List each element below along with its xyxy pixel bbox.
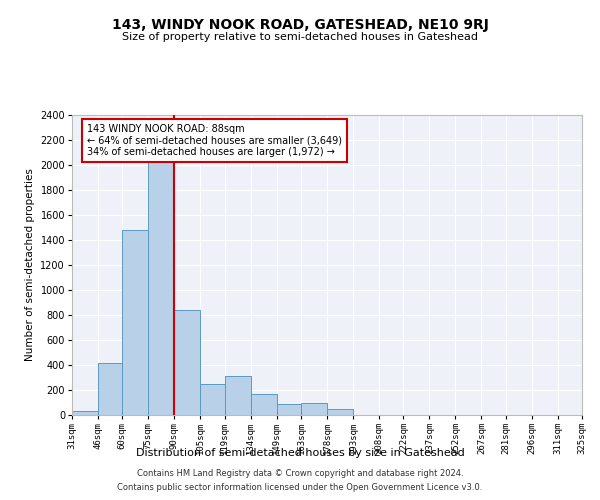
- Text: Contains public sector information licensed under the Open Government Licence v3: Contains public sector information licen…: [118, 484, 482, 492]
- Text: Distribution of semi-detached houses by size in Gateshead: Distribution of semi-detached houses by …: [136, 448, 464, 458]
- Bar: [200, 384, 224, 415]
- Bar: [175, 310, 200, 415]
- Bar: [251, 394, 277, 415]
- Text: 143, WINDY NOOK ROAD, GATESHEAD, NE10 9RJ: 143, WINDY NOOK ROAD, GATESHEAD, NE10 9R…: [112, 18, 488, 32]
- Bar: [98, 362, 122, 415]
- Bar: [225, 376, 251, 415]
- Bar: [327, 409, 353, 415]
- Text: Contains HM Land Registry data © Crown copyright and database right 2024.: Contains HM Land Registry data © Crown c…: [137, 468, 463, 477]
- Bar: [72, 411, 98, 415]
- Bar: [148, 140, 174, 415]
- Bar: [277, 404, 301, 415]
- Bar: [122, 230, 148, 415]
- Text: 143 WINDY NOOK ROAD: 88sqm
← 64% of semi-detached houses are smaller (3,649)
34%: 143 WINDY NOOK ROAD: 88sqm ← 64% of semi…: [88, 124, 342, 157]
- Text: Size of property relative to semi-detached houses in Gateshead: Size of property relative to semi-detach…: [122, 32, 478, 42]
- Bar: [301, 402, 327, 415]
- Y-axis label: Number of semi-detached properties: Number of semi-detached properties: [25, 168, 35, 362]
